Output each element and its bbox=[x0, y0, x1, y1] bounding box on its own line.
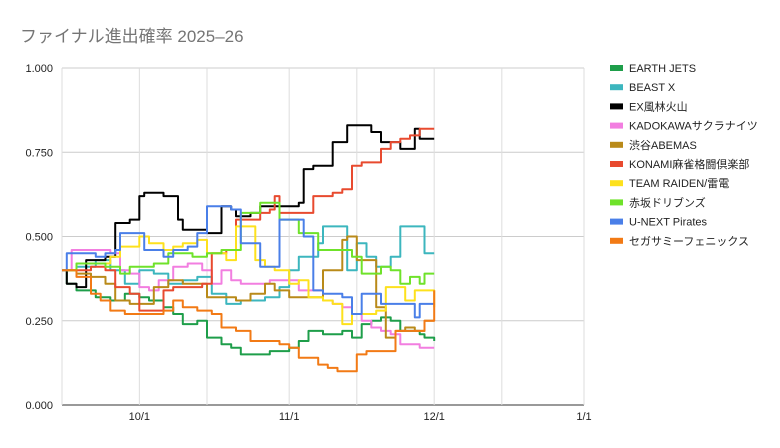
legend-swatch bbox=[610, 65, 623, 71]
legend-label: U-NEXT Pirates bbox=[629, 217, 708, 229]
legend-label: 赤坂ドリブンズ bbox=[629, 195, 706, 209]
series-line-8 bbox=[62, 205, 435, 319]
x-tick-label: 10/1 bbox=[129, 411, 150, 423]
legend-swatch bbox=[610, 103, 623, 110]
legend-swatch bbox=[610, 84, 623, 91]
series-line-1 bbox=[62, 225, 435, 305]
series-lines bbox=[62, 124, 436, 373]
legend-swatch bbox=[610, 161, 623, 167]
legend-label: EARTH JETS bbox=[629, 63, 696, 75]
y-tick-label: 0.500 bbox=[25, 232, 53, 244]
legend-swatch bbox=[610, 237, 623, 244]
legend-swatch bbox=[610, 141, 623, 148]
x-tick-label: 1/1 bbox=[576, 411, 591, 423]
x-tick-label: 11/1 bbox=[279, 411, 300, 423]
legend-label: KADOKAWAサクラナイツ bbox=[629, 120, 758, 133]
series-line-4 bbox=[62, 235, 435, 339]
legend-label: TEAM RAIDEN/雷電 bbox=[629, 177, 729, 190]
legend-label: セガサミーフェニックス bbox=[629, 235, 749, 248]
series-line-6 bbox=[62, 225, 436, 326]
series-line-7 bbox=[62, 201, 435, 285]
y-tick-label: 1.000 bbox=[25, 63, 53, 75]
series-line-3 bbox=[62, 249, 435, 349]
legend-label: BEAST X bbox=[629, 82, 676, 94]
y-tick-label: 0.000 bbox=[25, 400, 53, 412]
chart-title: ファイナル進出確率 2025–26 bbox=[20, 27, 244, 46]
legend-swatch bbox=[610, 180, 623, 187]
series-line-5 bbox=[62, 127, 435, 312]
y-tick-label: 0.750 bbox=[25, 147, 53, 159]
legend-label: KONAMI麻雀格闘倶楽部 bbox=[629, 157, 749, 171]
legend: EARTH JETS BEAST X EX風林火山 KADOKAWAサクラナイツ渋谷A… bbox=[610, 63, 758, 248]
axes: 0.000 0.250 0.500 0.750 1.000 10/1 11/1 12/1 1/1 bbox=[25, 63, 591, 423]
x-tick-label: 12/1 bbox=[423, 411, 444, 423]
legend-swatch bbox=[610, 218, 623, 225]
series-line-9 bbox=[62, 269, 436, 373]
legend-swatch bbox=[610, 199, 623, 206]
legend-label: 渋谷ABEMAS bbox=[629, 139, 697, 152]
y-tick-label: 0.250 bbox=[25, 316, 53, 328]
legend-label: EX風林火山 bbox=[629, 99, 688, 113]
series-line-2 bbox=[62, 124, 435, 289]
legend-swatch bbox=[610, 122, 623, 129]
